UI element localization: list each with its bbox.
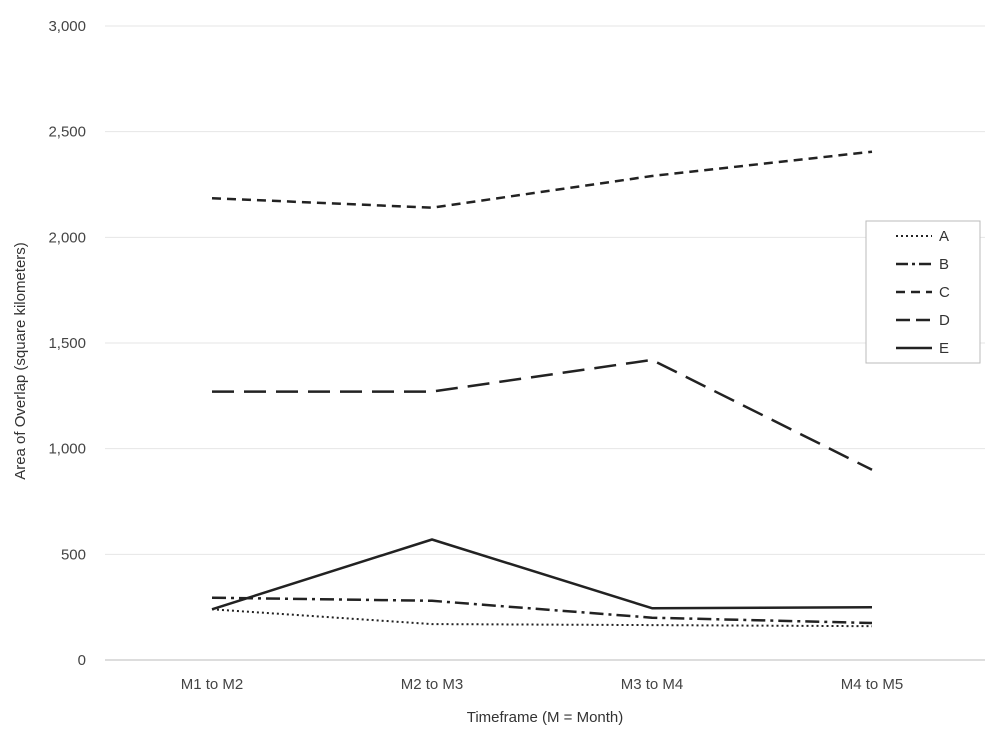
x-tick-label: M1 to M2 (181, 676, 244, 693)
y-tick-label: 1,500 (48, 335, 86, 352)
legend-label: C (939, 284, 950, 301)
y-axis-title: Area of Overlap (square kilometers) (12, 242, 29, 480)
legend-label: B (939, 256, 949, 273)
gridlines (105, 25, 985, 661)
x-axis-ticks: M1 to M2 M2 to M3 M3 to M4 M4 to M5 (181, 676, 904, 693)
x-tick-label: M3 to M4 (621, 676, 684, 693)
series-lines (211, 150, 873, 628)
series-line-c (211, 150, 873, 209)
y-tick-label: 0 (78, 652, 86, 669)
series-line-d (212, 358, 873, 471)
legend-label: A (939, 228, 949, 245)
x-tick-label: M2 to M3 (401, 676, 464, 693)
legend-label: E (939, 340, 949, 357)
x-tick-label: M4 to M5 (841, 676, 904, 693)
y-axis-ticks: 0 500 1,000 1,500 2,000 2,500 3,000 (48, 18, 86, 669)
y-tick-label: 2,500 (48, 124, 86, 141)
series-line-a (211, 608, 873, 628)
y-tick-label: 3,000 (48, 18, 86, 35)
y-tick-label: 1,000 (48, 441, 86, 458)
x-axis-title: Timeframe (M = Month) (467, 709, 624, 726)
legend-box (865, 220, 981, 364)
y-tick-label: 500 (61, 546, 86, 563)
series-line-b (211, 596, 873, 625)
series-line-e (211, 538, 873, 611)
y-tick-label: 2,000 (48, 229, 86, 246)
legend-label: D (939, 312, 950, 329)
